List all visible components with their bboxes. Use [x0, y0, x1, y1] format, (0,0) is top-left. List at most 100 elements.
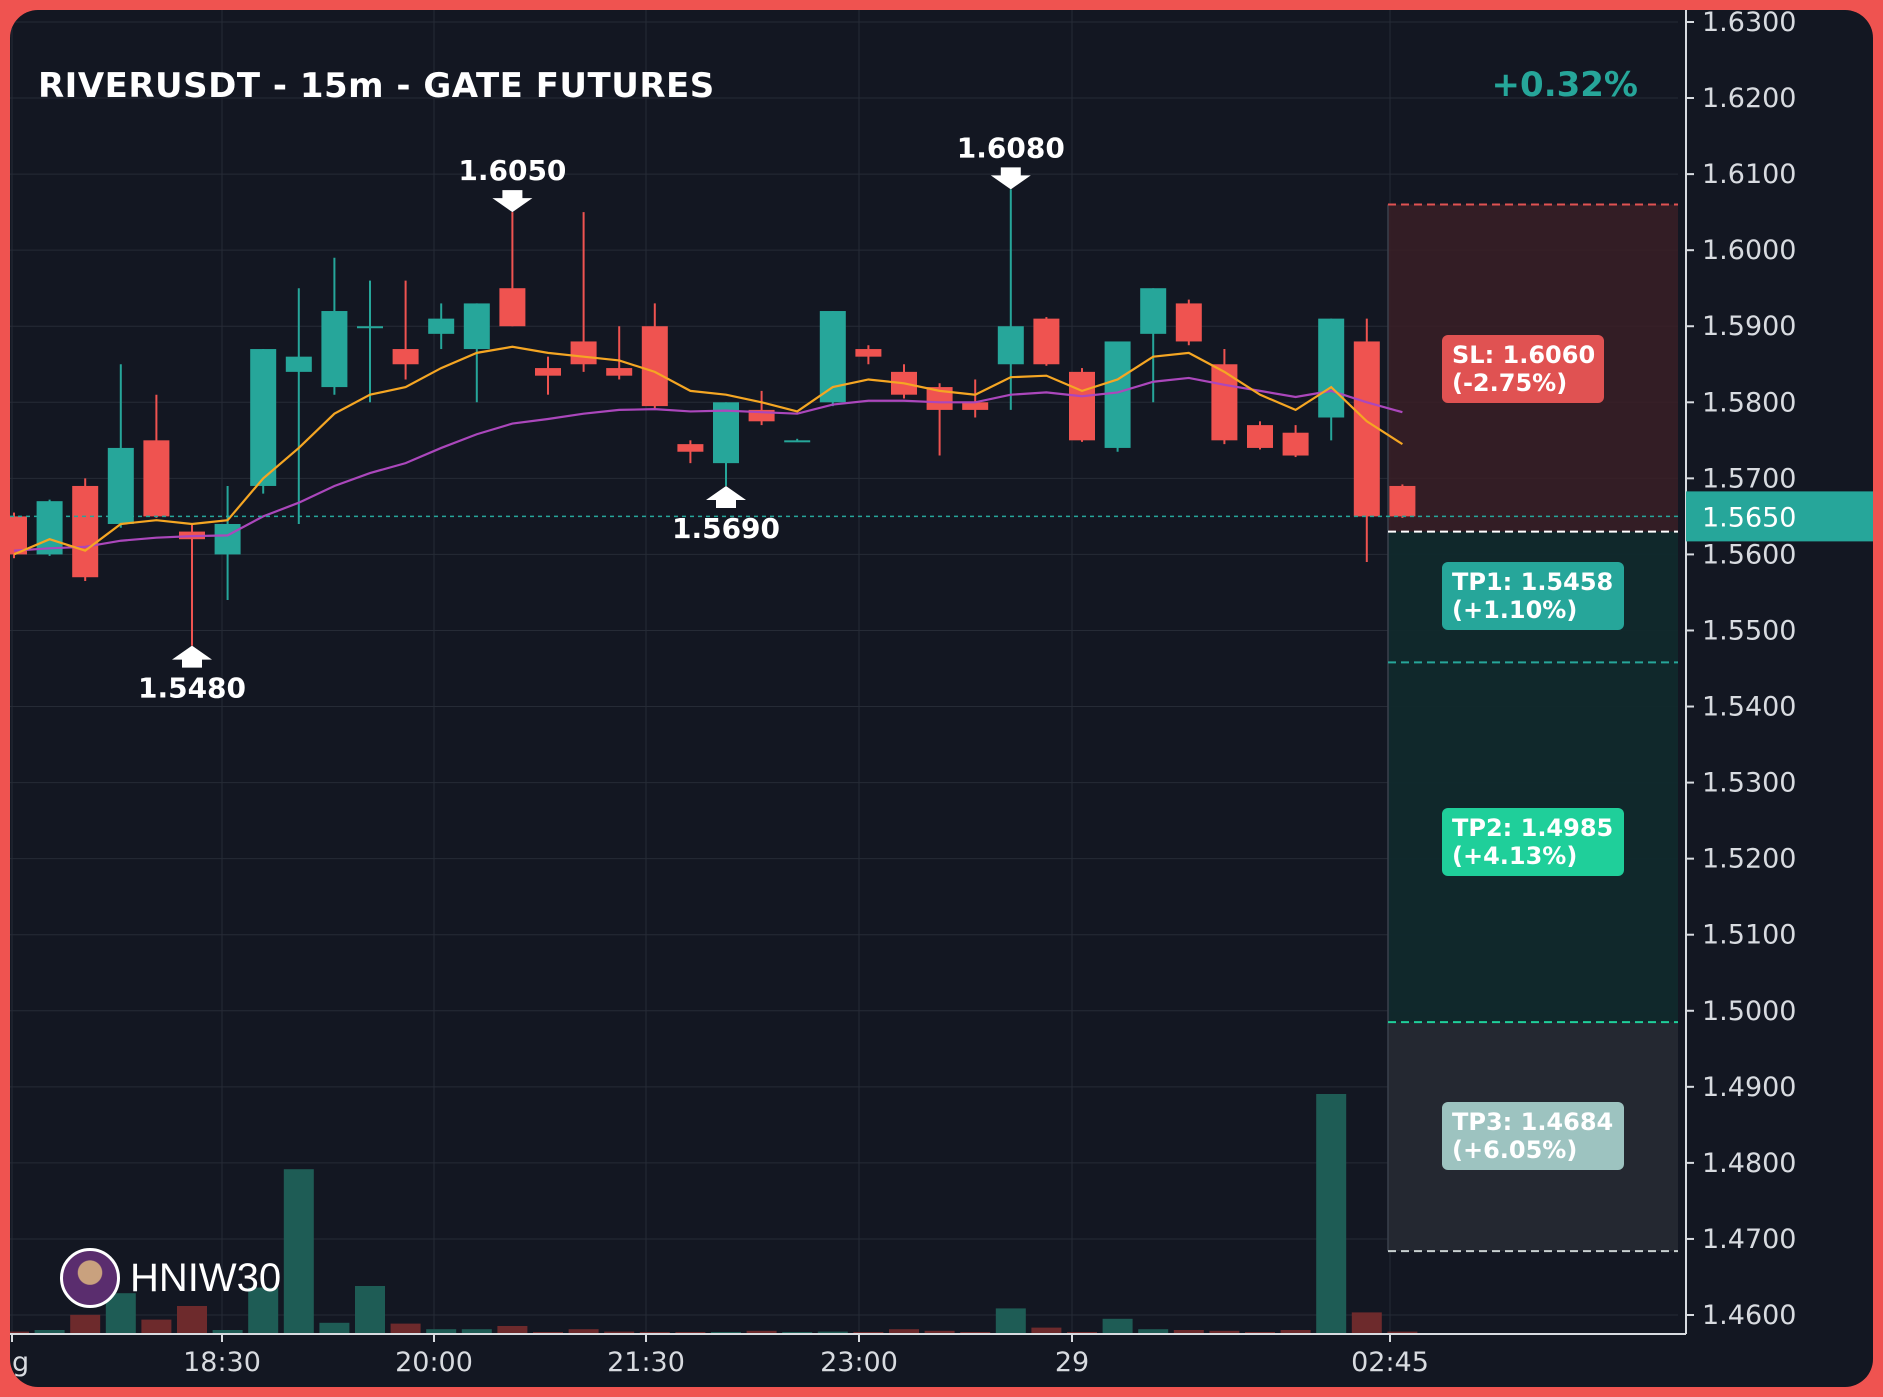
volume-bar [248, 1287, 279, 1334]
candle [1389, 484, 1416, 518]
volume-bar [426, 1329, 457, 1334]
candle-body [819, 311, 846, 403]
candle-body [1104, 341, 1131, 448]
candle-body [1318, 318, 1345, 418]
candle [784, 438, 811, 443]
candle-body [250, 349, 277, 486]
candlestick-chart[interactable]: 1.6050 1.6080 1.5480 1.5690 1.6300 1.6200 1.61… [10, 10, 1873, 1387]
volume-bar [497, 1326, 528, 1334]
y-tick-label: 1.5400 [1702, 692, 1796, 723]
arrow-down-icon [990, 167, 1031, 190]
candle [428, 303, 455, 350]
candle-body [1033, 318, 1060, 365]
candle-body [36, 501, 63, 555]
volume-bar [568, 1329, 599, 1334]
candle [1211, 349, 1238, 445]
y-tick-label: 1.5600 [1702, 539, 1796, 570]
y-tick-label: 1.5900 [1702, 311, 1796, 342]
candle-body [855, 349, 882, 357]
volume-bar [461, 1329, 492, 1334]
candle-body [535, 368, 561, 376]
candle-body [214, 523, 241, 555]
volume-bar [1138, 1329, 1169, 1334]
x-axis-ticks: ug 18:30 20:00 21:30 23:00 29 02:45 [10, 1334, 1429, 1378]
current-price-tag: 1.5650 [1686, 491, 1873, 542]
price-tag-label: 1.5650 [1702, 502, 1796, 533]
volume-bar [924, 1330, 955, 1334]
y-tick-label: 1.5500 [1702, 615, 1796, 646]
candle-body [321, 311, 348, 388]
candle-body [499, 288, 526, 327]
candle-body [748, 409, 775, 422]
price-tag-bg [1686, 491, 1873, 542]
y-tick-label: 1.5200 [1702, 844, 1796, 875]
candle-body [926, 387, 953, 410]
candle-body [1282, 432, 1309, 456]
candle-body [641, 326, 668, 407]
candle [1140, 288, 1167, 403]
candle-body [1211, 364, 1238, 441]
candle-body [285, 356, 312, 372]
candle [606, 326, 633, 380]
candle [285, 288, 312, 524]
volume-bar [746, 1330, 777, 1334]
candle [392, 280, 419, 380]
candle-body [72, 485, 99, 578]
candle-body [606, 368, 633, 376]
volume-bar [1102, 1318, 1133, 1334]
y-tick-label: 1.4900 [1702, 1072, 1796, 1103]
candle-body [463, 303, 490, 350]
arrow-down-icon [492, 190, 533, 213]
volume-bar [212, 1330, 243, 1334]
candle [1175, 299, 1202, 346]
candle [1069, 368, 1095, 442]
y-tick-label: 1.6000 [1702, 235, 1796, 266]
candle [641, 303, 668, 410]
volume-bar [319, 1322, 350, 1334]
candle-body [1353, 341, 1380, 517]
watermark-name: HNIW30 [130, 1255, 282, 1300]
volume-bar [817, 1331, 848, 1334]
price-marker: 1.6080 [957, 131, 1065, 190]
sl-badge: SL: 1.6060 (-2.75%) [1442, 335, 1604, 403]
price-marker: 1.6050 [458, 154, 566, 213]
candle-body [677, 444, 704, 452]
candle [535, 356, 561, 395]
volume-bar [889, 1329, 919, 1334]
candle [499, 212, 526, 327]
candle [677, 440, 704, 464]
candles [10, 189, 1416, 646]
y-tick-label: 1.6200 [1702, 83, 1796, 114]
x-tick-label: 20:00 [395, 1347, 473, 1378]
watermark: HNIW30 [60, 1248, 281, 1308]
volume-bar [1209, 1330, 1240, 1334]
candle [1353, 318, 1380, 563]
marker-label: 1.6050 [458, 154, 566, 187]
candle-body [1175, 303, 1202, 342]
price-marker: 1.5480 [138, 645, 246, 705]
candle-body [784, 440, 811, 443]
avatar-icon [60, 1248, 120, 1308]
volume-bar [70, 1314, 101, 1334]
arrow-up-icon [706, 485, 746, 508]
ema-slow-line [13, 376, 1403, 552]
y-tick-label: 1.5300 [1702, 768, 1796, 799]
x-tick-label: 29 [1055, 1347, 1089, 1378]
tp1-badge: TP1: 1.5458 (+1.10%) [1442, 562, 1624, 630]
candle [855, 345, 882, 365]
candle-body [107, 447, 134, 524]
y-tick-label: 1.5000 [1702, 996, 1796, 1027]
x-tick-label: 18:30 [183, 1347, 261, 1378]
candle [713, 402, 739, 486]
candle-body [143, 440, 170, 517]
candle [819, 311, 846, 407]
y-axis-ticks: 1.6300 1.6200 1.6100 1.6000 1.5900 1.5800 1.57… [1686, 10, 1796, 1331]
volume-bar [34, 1330, 65, 1334]
candle-body [10, 516, 27, 555]
candle-body [1247, 425, 1273, 448]
candle [321, 257, 348, 395]
candle [107, 364, 134, 528]
marker-label: 1.5690 [672, 512, 780, 545]
x-tick-label: 21:30 [607, 1347, 685, 1378]
volume-bar [10, 1331, 29, 1334]
